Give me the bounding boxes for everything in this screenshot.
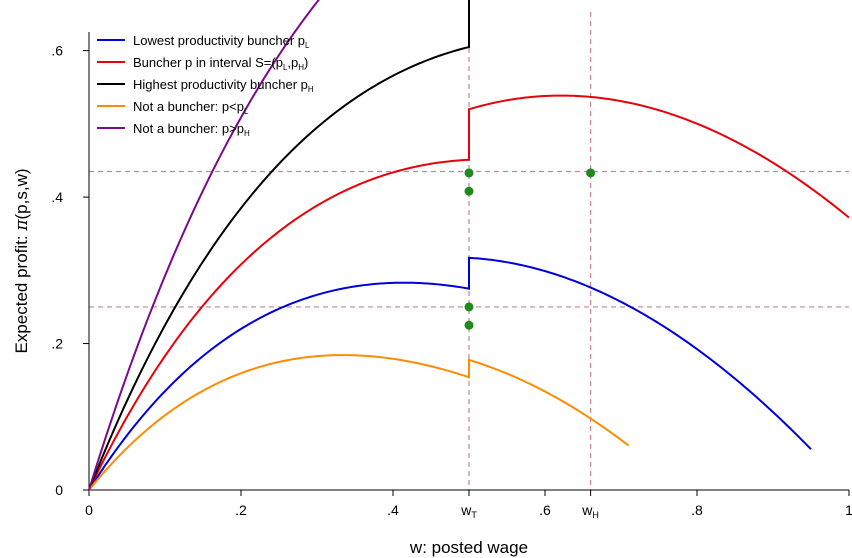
series-line-4	[88, 0, 320, 491]
series-line-0	[88, 256, 812, 491]
x-tick-label-3: .6	[539, 502, 551, 518]
y-axis-label: Expected profit: π(p,s,w)	[12, 168, 32, 353]
marker-point-2	[464, 168, 474, 178]
legend-label-1: Buncher p in interval S=(pL,pH)	[133, 55, 308, 72]
y-tick-label-1: .2	[51, 336, 63, 352]
marker-point-0	[464, 302, 474, 312]
legend: Lowest productivity buncher pL Buncher p …	[97, 33, 314, 138]
y-axis-label-main: Expected profit:	[12, 231, 31, 354]
markers	[464, 168, 596, 330]
x-special-tick-label-0: wT	[460, 502, 477, 520]
x-tick-label-2: .4	[387, 502, 399, 518]
x-tick-label-5: 1	[845, 502, 852, 518]
y-axis-label-args: (p,s,w)	[12, 168, 31, 219]
y-axis-label-symbol: π	[12, 219, 32, 232]
legend-label-0: Lowest productivity buncher pL	[133, 33, 310, 50]
x-axis-label: w: posted wage	[409, 538, 528, 557]
marker-point-1	[464, 320, 474, 330]
marker-point-4	[586, 168, 596, 178]
legend-label-4: Not a buncher: p>pH	[133, 121, 250, 138]
x-tick-label-1: .2	[235, 502, 247, 518]
legend-label-2: Highest productivity buncher pH	[133, 77, 314, 94]
ticks: 0 .2 .4 .6 .8 1 wT wH 0 .2 .4 .6	[51, 43, 852, 520]
x-tick-label-4: .8	[691, 502, 703, 518]
marker-point-3	[464, 186, 474, 196]
x-special-tick-label-1: wH	[581, 502, 599, 520]
y-tick-label-3: .6	[51, 43, 63, 59]
series-line-3	[88, 354, 630, 491]
series-lines	[88, 0, 850, 491]
series-line-2	[88, 0, 470, 491]
legend-label-3: Not a buncher: p<pL	[133, 99, 249, 116]
x-tick-label-0: 0	[85, 502, 93, 518]
y-tick-label-2: .4	[51, 189, 63, 205]
series-line-1	[88, 94, 850, 491]
y-tick-label-0: 0	[55, 482, 63, 498]
